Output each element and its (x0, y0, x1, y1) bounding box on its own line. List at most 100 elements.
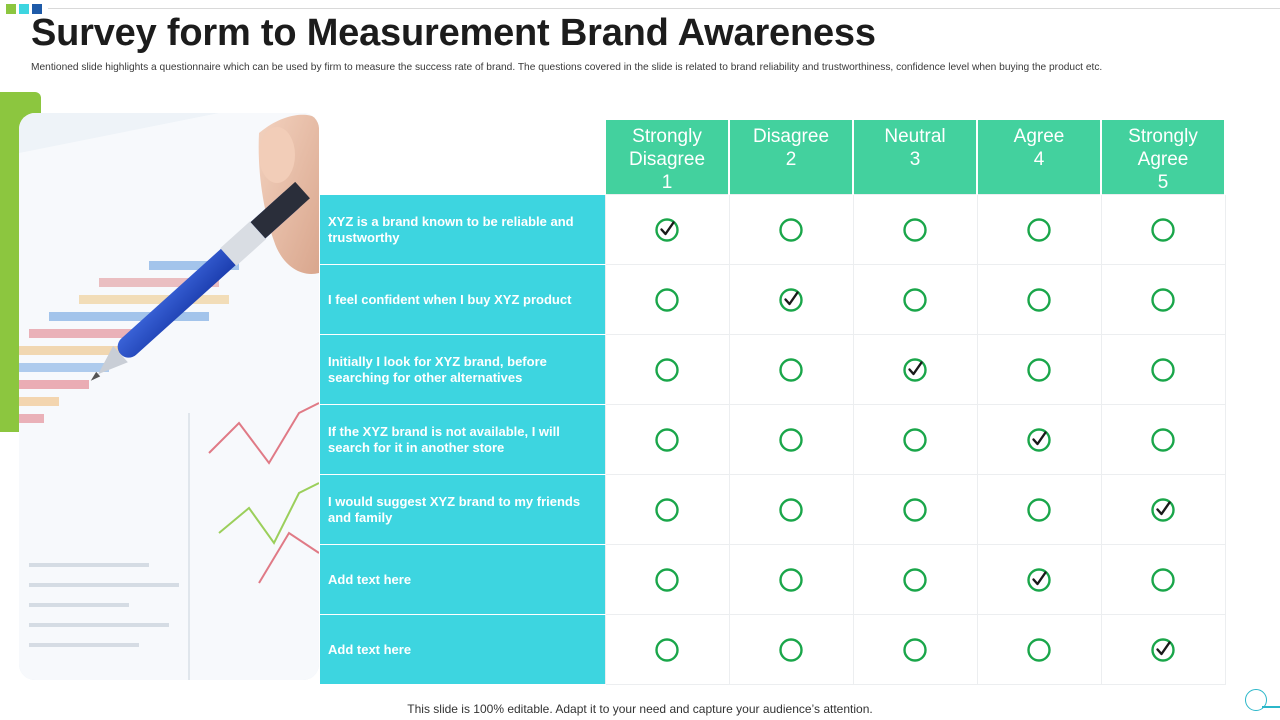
answer-cell[interactable] (976, 614, 1102, 685)
scale-value: 1 (661, 172, 673, 193)
empty-circle-icon[interactable] (778, 217, 804, 243)
answer-cell[interactable] (1100, 544, 1226, 615)
scale-label: Agree (1013, 126, 1065, 147)
empty-circle-icon[interactable] (654, 497, 680, 523)
question-row: I feel confident when I buy XYZ product (320, 264, 1226, 335)
empty-circle-icon[interactable] (654, 567, 680, 593)
scale-header-neutral: Neutral 3 (852, 120, 978, 195)
empty-circle-icon[interactable] (1150, 427, 1176, 453)
checked-circle-icon[interactable] (902, 357, 928, 383)
empty-circle-icon[interactable] (902, 217, 928, 243)
checked-circle-icon[interactable] (1150, 497, 1176, 523)
empty-circle-icon[interactable] (902, 427, 928, 453)
empty-circle-icon[interactable] (654, 287, 680, 313)
answer-cell[interactable] (1100, 264, 1226, 335)
scale-label: Strongly Agree (1128, 126, 1198, 170)
empty-circle-icon[interactable] (1026, 637, 1052, 663)
empty-circle-icon[interactable] (778, 427, 804, 453)
answer-cell[interactable] (1100, 194, 1226, 265)
question-text: If the XYZ brand is not available, I wil… (320, 404, 605, 475)
empty-circle-icon[interactable] (1150, 287, 1176, 313)
corner-circle-icon (1245, 689, 1267, 711)
empty-circle-icon[interactable] (1026, 287, 1052, 313)
question-row: XYZ is a brand known to be reliable and … (320, 194, 1226, 265)
answer-cell[interactable] (852, 334, 978, 405)
empty-circle-icon[interactable] (778, 567, 804, 593)
empty-circle-icon[interactable] (654, 357, 680, 383)
answer-cell[interactable] (728, 404, 854, 475)
answer-cell[interactable] (976, 264, 1102, 335)
scale-value: 5 (1157, 172, 1169, 193)
empty-circle-icon[interactable] (1150, 357, 1176, 383)
question-text: XYZ is a brand known to be reliable and … (320, 194, 605, 265)
scale-label: Disagree (752, 126, 830, 147)
answer-cell[interactable] (604, 404, 730, 475)
answer-cell[interactable] (976, 404, 1102, 475)
empty-circle-icon[interactable] (902, 637, 928, 663)
slide-subtitle: Mentioned slide highlights a questionnai… (31, 62, 1103, 73)
empty-circle-icon[interactable] (1150, 217, 1176, 243)
answer-cell[interactable] (852, 544, 978, 615)
answer-cell[interactable] (728, 194, 854, 265)
survey-table: Strongly Disagree 1 Disagree 2 Neutral 3… (320, 120, 1226, 685)
question-row: I would suggest XYZ brand to my friends … (320, 474, 1226, 545)
empty-circle-icon[interactable] (1026, 497, 1052, 523)
scale-header-strongly-disagree: Strongly Disagree 1 (604, 120, 730, 195)
empty-circle-icon[interactable] (1150, 567, 1176, 593)
answer-cell[interactable] (1100, 404, 1226, 475)
question-text: Add text here (320, 544, 605, 615)
answer-cell[interactable] (604, 264, 730, 335)
answer-cell[interactable] (728, 474, 854, 545)
answer-cell[interactable] (976, 474, 1102, 545)
scale-value: 2 (785, 149, 797, 170)
checked-circle-icon[interactable] (1026, 567, 1052, 593)
answer-cell[interactable] (852, 264, 978, 335)
question-text: Add text here (320, 614, 605, 685)
empty-circle-icon[interactable] (902, 497, 928, 523)
answer-cell[interactable] (728, 614, 854, 685)
header-spacer (320, 120, 605, 195)
answer-cell[interactable] (728, 334, 854, 405)
scale-value: 3 (909, 149, 921, 170)
corner-marks (6, 4, 42, 14)
checked-circle-icon[interactable] (778, 287, 804, 313)
empty-circle-icon[interactable] (1026, 217, 1052, 243)
empty-circle-icon[interactable] (654, 637, 680, 663)
empty-circle-icon[interactable] (1026, 357, 1052, 383)
answer-cell[interactable] (1100, 474, 1226, 545)
checked-circle-icon[interactable] (654, 217, 680, 243)
answer-cell[interactable] (852, 404, 978, 475)
scale-header-strongly-agree: Strongly Agree 5 (1100, 120, 1226, 195)
answer-cell[interactable] (728, 264, 854, 335)
question-row: Initially I look for XYZ brand, before s… (320, 334, 1226, 405)
empty-circle-icon[interactable] (778, 637, 804, 663)
question-row: Add text here (320, 544, 1226, 615)
question-row: If the XYZ brand is not available, I wil… (320, 404, 1226, 475)
answer-cell[interactable] (976, 194, 1102, 265)
answer-cell[interactable] (1100, 614, 1226, 685)
empty-circle-icon[interactable] (778, 357, 804, 383)
answer-cell[interactable] (604, 614, 730, 685)
slide-title: Survey form to Measurement Brand Awarene… (31, 12, 876, 54)
answer-cell[interactable] (852, 474, 978, 545)
checked-circle-icon[interactable] (1150, 637, 1176, 663)
corner-line (1262, 706, 1280, 708)
answer-cell[interactable] (604, 334, 730, 405)
answer-cell[interactable] (1100, 334, 1226, 405)
empty-circle-icon[interactable] (902, 287, 928, 313)
answer-cell[interactable] (604, 474, 730, 545)
answer-cell[interactable] (976, 544, 1102, 615)
answer-cell[interactable] (604, 194, 730, 265)
answer-cell[interactable] (852, 194, 978, 265)
checked-circle-icon[interactable] (1026, 427, 1052, 453)
pen-on-chart-photo (19, 113, 319, 680)
answer-cell[interactable] (604, 544, 730, 615)
scale-label: Neutral (884, 126, 946, 147)
scale-value: 4 (1033, 149, 1045, 170)
empty-circle-icon[interactable] (778, 497, 804, 523)
answer-cell[interactable] (976, 334, 1102, 405)
empty-circle-icon[interactable] (902, 567, 928, 593)
empty-circle-icon[interactable] (654, 427, 680, 453)
answer-cell[interactable] (728, 544, 854, 615)
answer-cell[interactable] (852, 614, 978, 685)
